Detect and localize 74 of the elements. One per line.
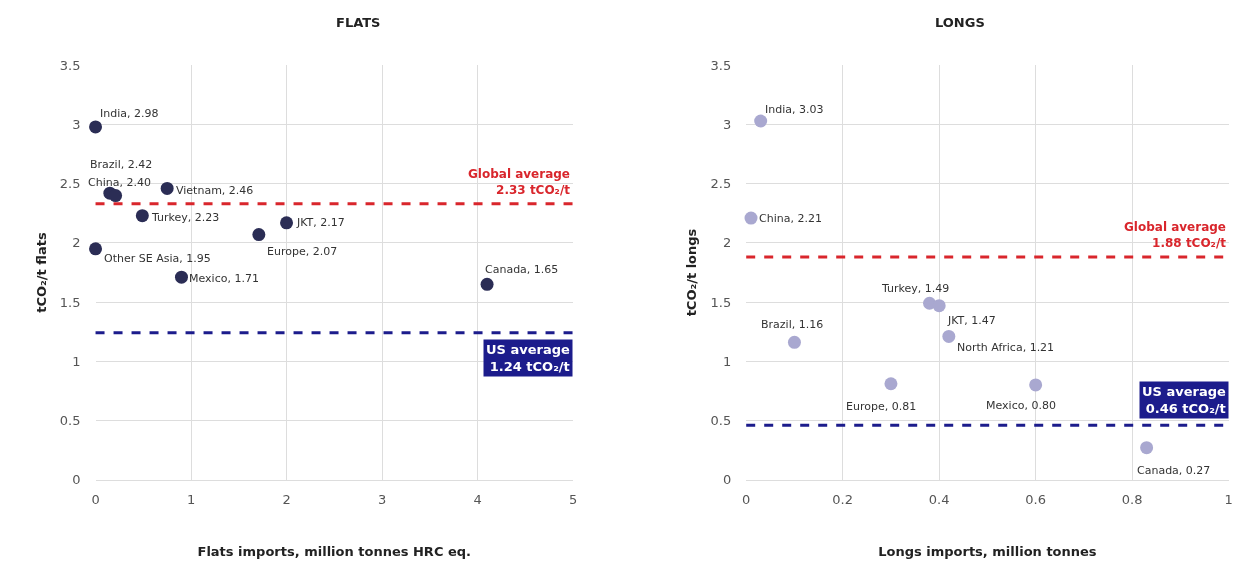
annotation: India, 3.03 — [765, 103, 824, 116]
annotation: Turkey, 2.23 — [151, 211, 220, 224]
y-axis-title: tCO₂/t flats — [33, 232, 49, 313]
point — [89, 242, 103, 256]
point — [174, 270, 188, 284]
annotation: Europe, 0.81 — [846, 400, 917, 413]
point — [1029, 378, 1043, 392]
point — [252, 228, 266, 242]
y-tick-label: 2.5 — [710, 176, 732, 192]
annotation: Canada, 1.65 — [485, 263, 559, 276]
y-tick-label: 3 — [722, 117, 732, 133]
ref-line-label: US average 1.24 tCO₂/t — [486, 342, 570, 374]
annotation: Mexico, 0.80 — [986, 399, 1056, 412]
point — [932, 299, 946, 313]
y-axis-title: tCO₂/t longs — [684, 228, 700, 317]
point — [160, 181, 174, 195]
point — [787, 335, 801, 349]
y-tick-label: 2 — [72, 235, 81, 251]
annotation: JKT, 2.17 — [296, 216, 345, 229]
x-tick-label: 0 — [91, 492, 100, 508]
point — [942, 329, 956, 343]
annotation: Turkey, 1.49 — [881, 282, 950, 295]
x-tick-label: 1 — [1224, 492, 1233, 508]
y-tick-label: 2 — [722, 235, 732, 251]
point — [135, 209, 149, 223]
x-tick-label: 3 — [377, 492, 387, 508]
annotation: China, 2.40 — [88, 176, 151, 189]
x-tick-label: 0.8 — [1121, 492, 1143, 508]
y-tick-label: 3.5 — [59, 57, 81, 73]
point — [744, 211, 758, 225]
y-tick-label: 1 — [72, 353, 81, 369]
point — [89, 120, 103, 134]
point — [884, 377, 898, 391]
y-tick-label: 3 — [72, 117, 81, 133]
x-tick-label: 0.4 — [928, 492, 950, 508]
ref-line-label: Global average 1.88 tCO₂/t — [1124, 220, 1227, 250]
point — [280, 216, 294, 230]
y-tick-label: 0 — [722, 472, 732, 488]
x-axis-title: Longs imports, million tonnes — [878, 543, 1097, 559]
point — [109, 189, 123, 203]
y-tick-label: 1.5 — [710, 294, 732, 310]
point — [754, 114, 768, 128]
y-tick-label: 0.5 — [710, 412, 732, 428]
x-tick-label: 0.6 — [1025, 492, 1046, 508]
chart-title: FLATS — [336, 15, 381, 30]
point — [1140, 441, 1154, 455]
annotation: Brazil, 1.16 — [761, 318, 824, 331]
x-tick-label: 0 — [742, 492, 751, 508]
annotation: Other SE Asia, 1.95 — [104, 252, 211, 265]
y-tick-label: 0.5 — [59, 412, 81, 428]
chart-title: LONGS — [935, 15, 985, 30]
annotation: North Africa, 1.21 — [957, 341, 1055, 354]
y-tick-label: 2.5 — [59, 176, 81, 192]
annotation: Vietnam, 2.46 — [176, 184, 254, 197]
x-axis-title: Flats imports, million tonnes HRC eq. — [197, 543, 472, 559]
x-tick-label: 4 — [473, 492, 482, 508]
annotation: Brazil, 2.42 — [90, 158, 153, 171]
annotation: Mexico, 1.71 — [189, 272, 259, 285]
ref-line-label: Global average 2.33 tCO₂/t — [468, 167, 571, 197]
y-tick-label: 3.5 — [710, 57, 732, 73]
annotation: Canada, 0.27 — [1137, 464, 1211, 477]
y-tick-label: 0 — [72, 472, 81, 488]
x-tick-label: 2 — [282, 492, 291, 508]
point — [480, 277, 494, 291]
ref-line-label: US average 0.46 tCO₂/t — [1142, 384, 1226, 416]
x-tick-label: 5 — [568, 492, 578, 508]
y-tick-label: 1.5 — [59, 294, 81, 310]
y-tick-label: 1 — [722, 353, 732, 369]
annotation: JKT, 1.47 — [947, 314, 996, 327]
annotation: India, 2.98 — [100, 107, 159, 120]
x-tick-label: 0.2 — [832, 492, 854, 508]
annotation: Europe, 2.07 — [267, 245, 338, 258]
annotation: China, 2.21 — [759, 212, 822, 225]
x-tick-label: 1 — [186, 492, 196, 508]
